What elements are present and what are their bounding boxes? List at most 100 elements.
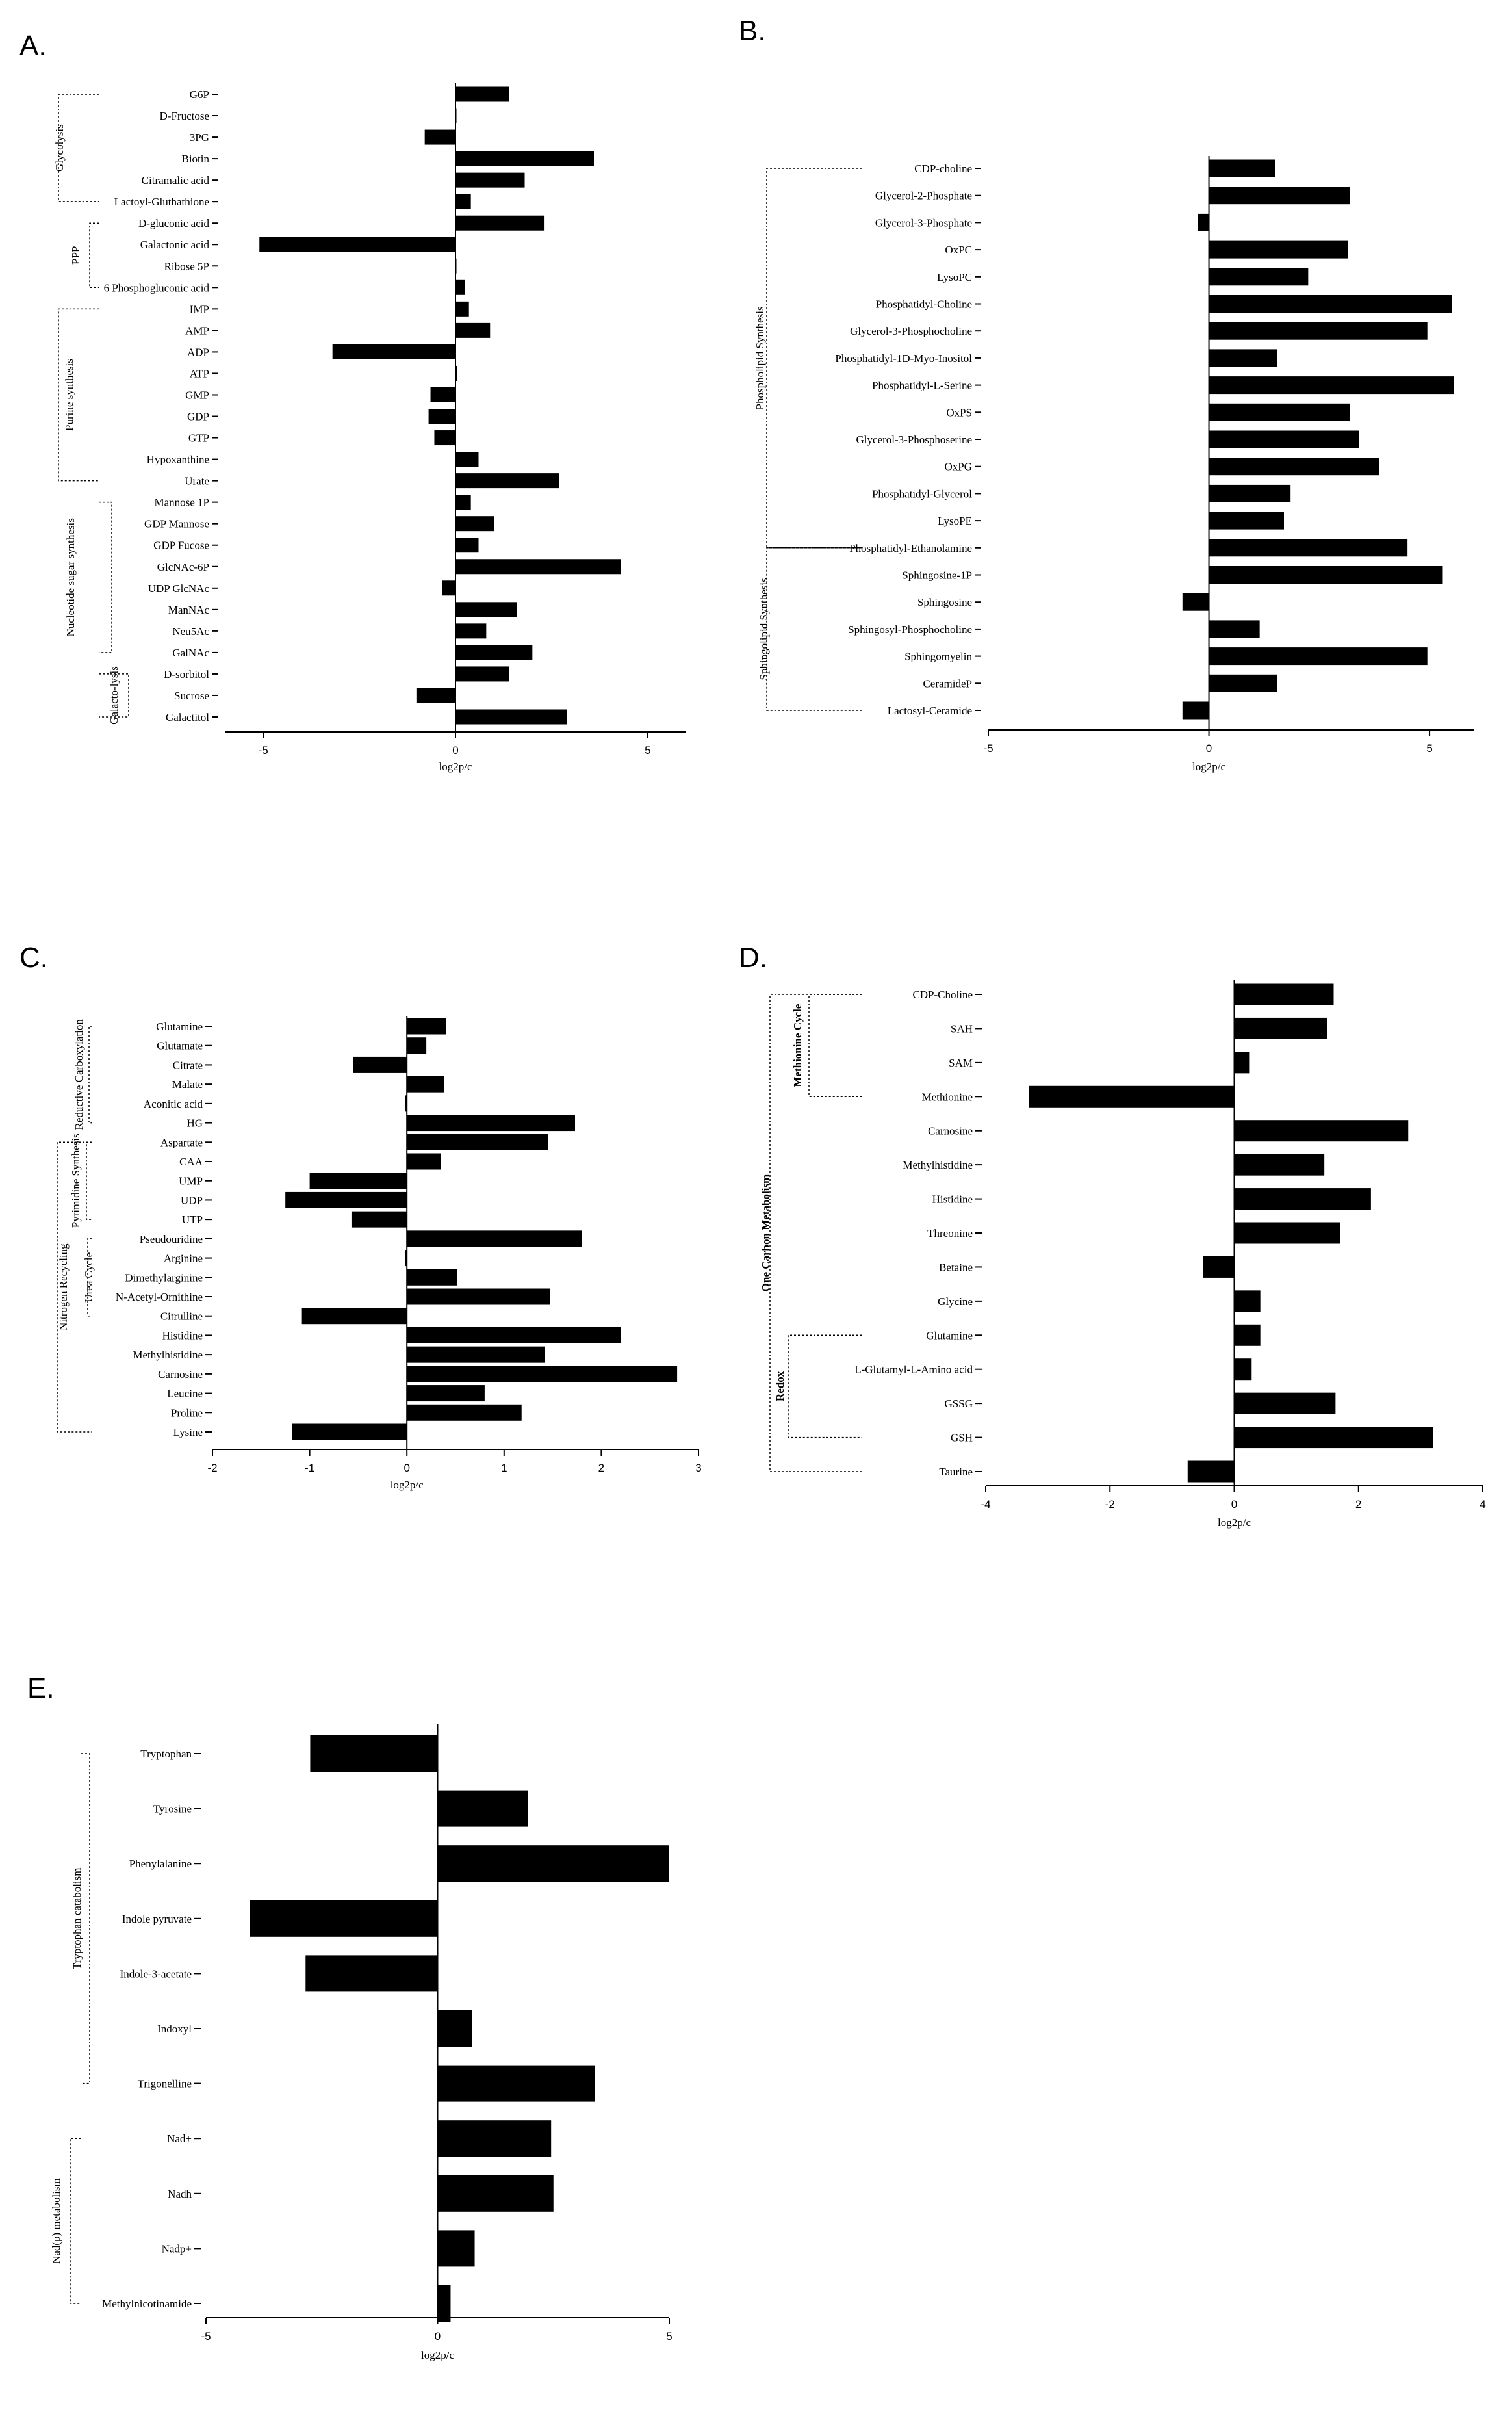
category-label: Phosphatidyl-1D-Myo-Inositol [835, 352, 972, 365]
category-label: Phosphatidyl-Glycerol [872, 487, 972, 500]
bar [407, 1288, 550, 1305]
bar [1209, 240, 1348, 259]
category-label: Methylhistidine [903, 1159, 973, 1171]
category-label: Indoxyl [157, 2023, 192, 2035]
category-label: GTP [188, 432, 209, 445]
bar [1234, 1154, 1325, 1176]
bar [407, 1018, 446, 1035]
group-label: Nad(p) metabolism [50, 2178, 62, 2264]
bar [437, 2285, 451, 2322]
group-bracket [99, 673, 129, 718]
group-label: Glycolysis [53, 124, 66, 172]
category-label: ManNAc [168, 604, 210, 616]
category-label: OxPC [945, 244, 972, 256]
bar [442, 580, 455, 596]
bar [455, 602, 517, 617]
x-tick-label: 0 [1206, 742, 1212, 755]
category-label: Aspartate [160, 1136, 203, 1148]
category-label: Dimethylarginine [125, 1271, 203, 1284]
bar [351, 1211, 407, 1228]
bar [1209, 647, 1428, 666]
bar [1209, 187, 1350, 205]
bar [455, 666, 509, 682]
group-bracket [58, 308, 99, 482]
bar [455, 645, 533, 660]
x-tick-label: 0 [435, 2330, 441, 2342]
bar [1209, 430, 1359, 448]
bar [353, 1056, 407, 1073]
group-label: Sphingolipid Synthesis [758, 578, 770, 680]
category-label: L-Glutamyl-L-Amino acid [854, 1364, 973, 1376]
bar [455, 452, 479, 467]
bar [407, 1346, 545, 1363]
bar [407, 1037, 427, 1054]
bar [1209, 349, 1277, 367]
bar [285, 1191, 407, 1208]
x-tick-label: 4 [1480, 1498, 1485, 1511]
category-label: OxPG [944, 461, 972, 473]
category-label: Sphingosine [917, 596, 972, 608]
category-label: Carnosine [928, 1125, 973, 1137]
group-bracket [766, 168, 862, 549]
bar [407, 1134, 548, 1150]
category-label: 3PG [190, 131, 209, 144]
bar [1209, 458, 1379, 476]
bar [407, 1230, 582, 1247]
category-label: CDP-choline [914, 162, 972, 175]
category-label: Glutamate [157, 1040, 203, 1052]
group-bracket [57, 1141, 92, 1433]
x-axis-title: log2p/c [421, 2349, 454, 2361]
bar [1198, 213, 1209, 231]
x-tick-label: -2 [207, 1462, 217, 1474]
category-label: Histidine [162, 1329, 203, 1342]
category-label: CDP-Choline [912, 989, 973, 1001]
category-label: Methionine [922, 1091, 973, 1103]
bar [1234, 1052, 1250, 1074]
category-label: Glycerol-2-Phosphate [875, 190, 972, 202]
bar [407, 1385, 485, 1402]
bar [1182, 593, 1209, 611]
category-label: IMP [190, 303, 209, 315]
x-tick-label: 0 [1231, 1498, 1237, 1511]
category-label: ATP [190, 367, 209, 380]
bar [437, 2120, 552, 2157]
panel-letter: C. [19, 942, 48, 974]
category-label: G6P [190, 88, 209, 101]
category-label: Indole pyruvate [122, 1913, 192, 1925]
bar [1234, 1358, 1252, 1381]
category-label: Glycerol-3-Phosphoserine [856, 434, 972, 446]
category-label: Indole-3-acetate [120, 1967, 192, 1980]
bar [259, 237, 455, 252]
bar [310, 1735, 438, 1772]
chart-panel-a: A. G6P D-Fructose 3PG Biotin Citramalic acid L… [19, 30, 686, 773]
category-label: Taurine [939, 1466, 973, 1478]
category-label: Proline [171, 1407, 203, 1419]
bar [1209, 403, 1350, 421]
bar [437, 2230, 475, 2267]
x-axis-title: log2p/c [1218, 1516, 1251, 1529]
bar [1209, 322, 1428, 340]
x-tick-label: -5 [259, 744, 268, 757]
category-label: D-sorbitol [164, 668, 209, 681]
category-label: Sphingomyelin [904, 651, 972, 663]
category-label: Citramalic acid [142, 174, 210, 187]
category-label: Tyrosine [153, 1803, 192, 1815]
group-bracket [89, 222, 99, 289]
category-label: Glycerol-3-Phosphate [875, 216, 972, 229]
bar [1209, 512, 1284, 530]
category-label: Malate [172, 1078, 203, 1091]
chart-panel-c: C. Glutamine Glutamate Citrate Malate Aconiti… [19, 942, 702, 1491]
panel-letter: A. [19, 30, 47, 62]
bar [405, 1250, 407, 1267]
bar [407, 1269, 457, 1286]
category-label: Urate [185, 475, 209, 487]
category-label: Methylhistidine [133, 1349, 203, 1361]
bar [250, 1900, 438, 1937]
category-label: Phosphatidyl-Choline [876, 298, 972, 311]
bar [1209, 674, 1277, 692]
category-label: CeramideP [923, 677, 972, 690]
bar [1209, 566, 1443, 584]
category-label: SAH [951, 1022, 973, 1035]
bar [455, 495, 471, 510]
category-label: LysoPE [938, 515, 972, 527]
